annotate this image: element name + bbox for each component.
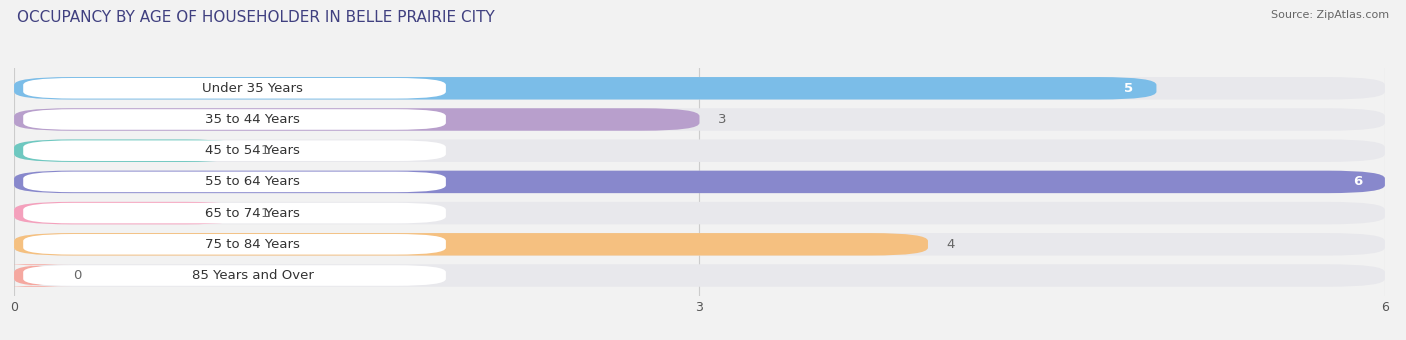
FancyBboxPatch shape <box>22 78 446 99</box>
FancyBboxPatch shape <box>14 171 1385 193</box>
Text: 45 to 54 Years: 45 to 54 Years <box>205 144 301 157</box>
FancyBboxPatch shape <box>22 172 446 192</box>
FancyBboxPatch shape <box>14 171 1385 193</box>
FancyBboxPatch shape <box>14 264 1385 287</box>
Text: Source: ZipAtlas.com: Source: ZipAtlas.com <box>1271 10 1389 20</box>
FancyBboxPatch shape <box>22 265 446 286</box>
Text: 35 to 44 Years: 35 to 44 Years <box>205 113 301 126</box>
FancyBboxPatch shape <box>14 139 1385 162</box>
Text: 55 to 64 Years: 55 to 64 Years <box>205 175 301 188</box>
FancyBboxPatch shape <box>0 264 72 287</box>
Text: 75 to 84 Years: 75 to 84 Years <box>205 238 301 251</box>
FancyBboxPatch shape <box>22 234 446 255</box>
FancyBboxPatch shape <box>22 203 446 223</box>
FancyBboxPatch shape <box>14 202 243 224</box>
FancyBboxPatch shape <box>14 202 1385 224</box>
Text: 6: 6 <box>1353 175 1362 188</box>
Text: 65 to 74 Years: 65 to 74 Years <box>205 207 301 220</box>
FancyBboxPatch shape <box>22 109 446 130</box>
FancyBboxPatch shape <box>14 77 1156 100</box>
FancyBboxPatch shape <box>14 233 928 256</box>
FancyBboxPatch shape <box>14 108 700 131</box>
Text: 1: 1 <box>262 144 270 157</box>
Text: 1: 1 <box>262 207 270 220</box>
Text: 5: 5 <box>1125 82 1133 95</box>
FancyBboxPatch shape <box>22 140 446 161</box>
Text: 4: 4 <box>946 238 955 251</box>
Text: 3: 3 <box>718 113 727 126</box>
Text: 0: 0 <box>73 269 82 282</box>
FancyBboxPatch shape <box>14 77 1385 100</box>
FancyBboxPatch shape <box>14 233 1385 256</box>
FancyBboxPatch shape <box>14 108 1385 131</box>
Text: OCCUPANCY BY AGE OF HOUSEHOLDER IN BELLE PRAIRIE CITY: OCCUPANCY BY AGE OF HOUSEHOLDER IN BELLE… <box>17 10 495 25</box>
Text: 85 Years and Over: 85 Years and Over <box>191 269 314 282</box>
Text: Under 35 Years: Under 35 Years <box>202 82 304 95</box>
FancyBboxPatch shape <box>14 139 243 162</box>
